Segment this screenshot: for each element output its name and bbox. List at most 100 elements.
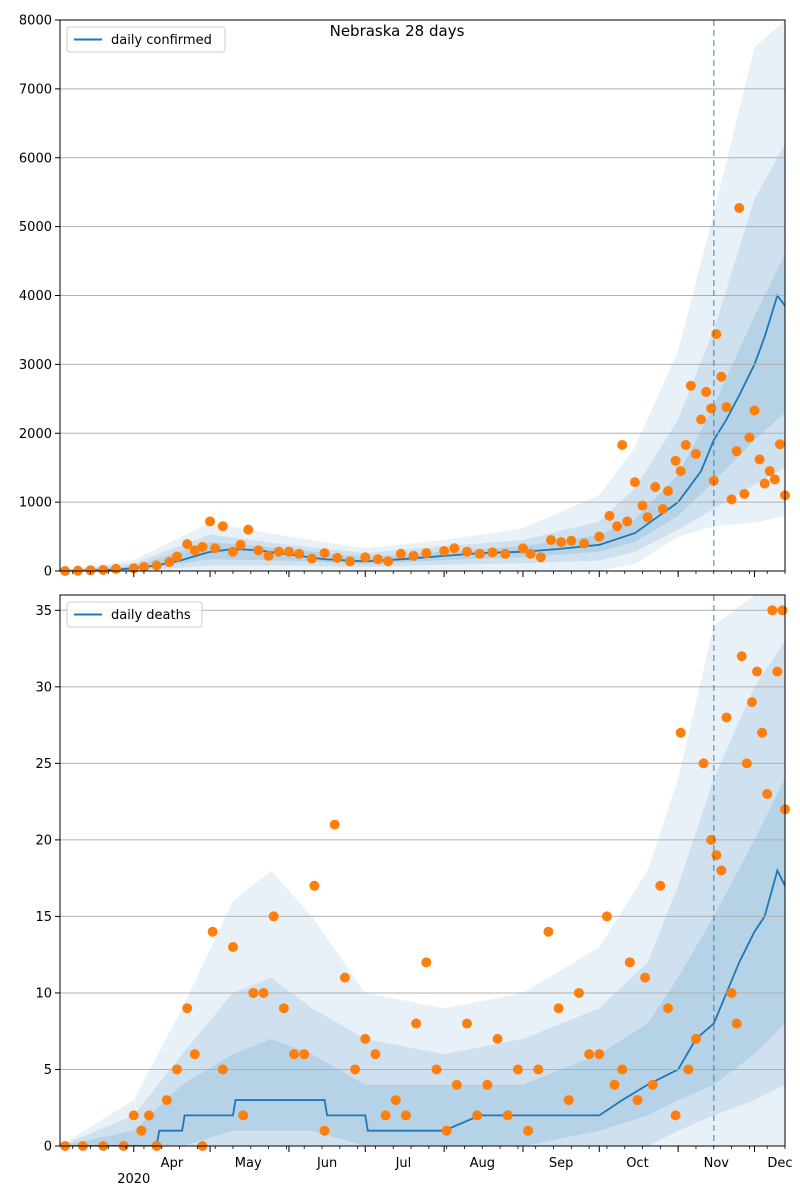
data-point <box>617 1064 628 1075</box>
y-tick-label: 6000 <box>19 151 52 166</box>
data-point <box>189 1049 200 1060</box>
y-tick-label: 15 <box>35 910 52 925</box>
data-point <box>345 556 355 567</box>
data-point <box>411 1018 422 1029</box>
y-tick-label: 20 <box>35 833 52 848</box>
y-tick-label: 5 <box>44 1063 52 1078</box>
data-point <box>629 477 640 488</box>
data-point <box>380 1110 391 1121</box>
data-point <box>657 504 668 515</box>
legend-box <box>66 26 226 53</box>
data-point <box>474 548 485 559</box>
chart-title: Nebraska 28 days <box>330 22 465 40</box>
data-point <box>309 880 320 891</box>
data-point <box>421 548 432 559</box>
data-point <box>372 554 383 565</box>
data-point <box>698 758 709 769</box>
data-point <box>594 531 605 542</box>
data-point <box>685 380 696 391</box>
data-point <box>263 550 274 561</box>
data-point <box>640 972 651 983</box>
data-point <box>370 1049 381 1060</box>
data-point <box>462 546 473 557</box>
legend-label: daily deaths <box>111 608 191 623</box>
y-tick-label: 1000 <box>19 496 52 511</box>
y-tick-label: 35 <box>35 604 52 619</box>
data-point <box>622 516 633 527</box>
data-point <box>706 403 717 414</box>
x-tick-label: Jul <box>395 1156 412 1171</box>
data-point <box>675 727 686 738</box>
data-point <box>696 414 707 425</box>
data-point <box>774 439 785 450</box>
data-point <box>395 548 406 559</box>
data-point <box>624 957 635 968</box>
data-point <box>319 548 330 559</box>
data-point <box>431 1064 442 1075</box>
data-point <box>675 466 686 477</box>
data-point <box>462 1018 473 1029</box>
x-tick-label: Aug <box>470 1156 495 1171</box>
data-point <box>716 371 727 382</box>
data-point <box>502 1110 513 1121</box>
data-point <box>283 546 294 557</box>
data-point <box>408 550 419 561</box>
x-tick-label: May <box>235 1156 262 1171</box>
data-point <box>227 942 238 953</box>
data-point <box>329 819 340 830</box>
data-point <box>739 488 750 499</box>
data-point <box>182 1003 193 1014</box>
y-tick-label: 3000 <box>19 358 52 373</box>
data-point <box>289 1049 300 1060</box>
data-point <box>662 486 673 497</box>
data-point <box>716 865 727 876</box>
data-point <box>612 521 623 532</box>
x-tick-label: Jun <box>316 1156 337 1171</box>
data-point <box>670 455 681 466</box>
data-point <box>189 545 200 556</box>
data-point <box>299 1049 310 1060</box>
data-point <box>172 1064 183 1075</box>
data-point <box>777 605 788 616</box>
data-point <box>749 405 760 416</box>
data-point <box>754 454 765 465</box>
uncertainty-band <box>60 640 785 1146</box>
data-point <box>609 1079 620 1090</box>
data-point <box>512 1064 523 1075</box>
y-tick-label: 0 <box>44 565 52 580</box>
y-tick-label: 4000 <box>19 289 52 304</box>
y-tick-label: 30 <box>35 680 52 695</box>
data-point <box>472 1110 483 1121</box>
data-point <box>594 1049 605 1060</box>
data-point <box>545 535 556 546</box>
data-point <box>706 834 717 845</box>
y-tick-label: 0 <box>44 1140 52 1155</box>
data-point <box>151 560 162 571</box>
data-point <box>721 402 732 413</box>
data-point <box>701 386 712 397</box>
data-point <box>767 605 778 616</box>
data-point <box>332 552 343 563</box>
confirmed-panel: 0 1000 2000 3000 4000 5000 6000 7000 8000 daily c… <box>19 14 790 580</box>
data-point <box>492 1033 503 1044</box>
data-point <box>736 651 747 662</box>
data-point <box>523 1125 534 1136</box>
data-point <box>383 556 394 567</box>
data-point <box>759 478 770 489</box>
data-point <box>144 1110 155 1121</box>
y-tick-label: 10 <box>35 986 52 1001</box>
data-point <box>637 500 648 511</box>
data-point <box>772 666 783 677</box>
data-point <box>769 474 780 485</box>
data-point <box>517 543 528 554</box>
data-point <box>579 538 590 549</box>
data-point <box>243 524 254 535</box>
data-point <box>482 1079 493 1090</box>
axes-frame <box>59 594 786 1147</box>
y-tick-label: 25 <box>35 757 52 772</box>
data-point <box>172 551 183 562</box>
data-point <box>746 697 757 708</box>
deaths-panel: 0 5 10 15 20 25 30 35 Apr May Jun Jul Aug Sep Oct Nov De… <box>35 594 792 1187</box>
data-point <box>128 1110 139 1121</box>
